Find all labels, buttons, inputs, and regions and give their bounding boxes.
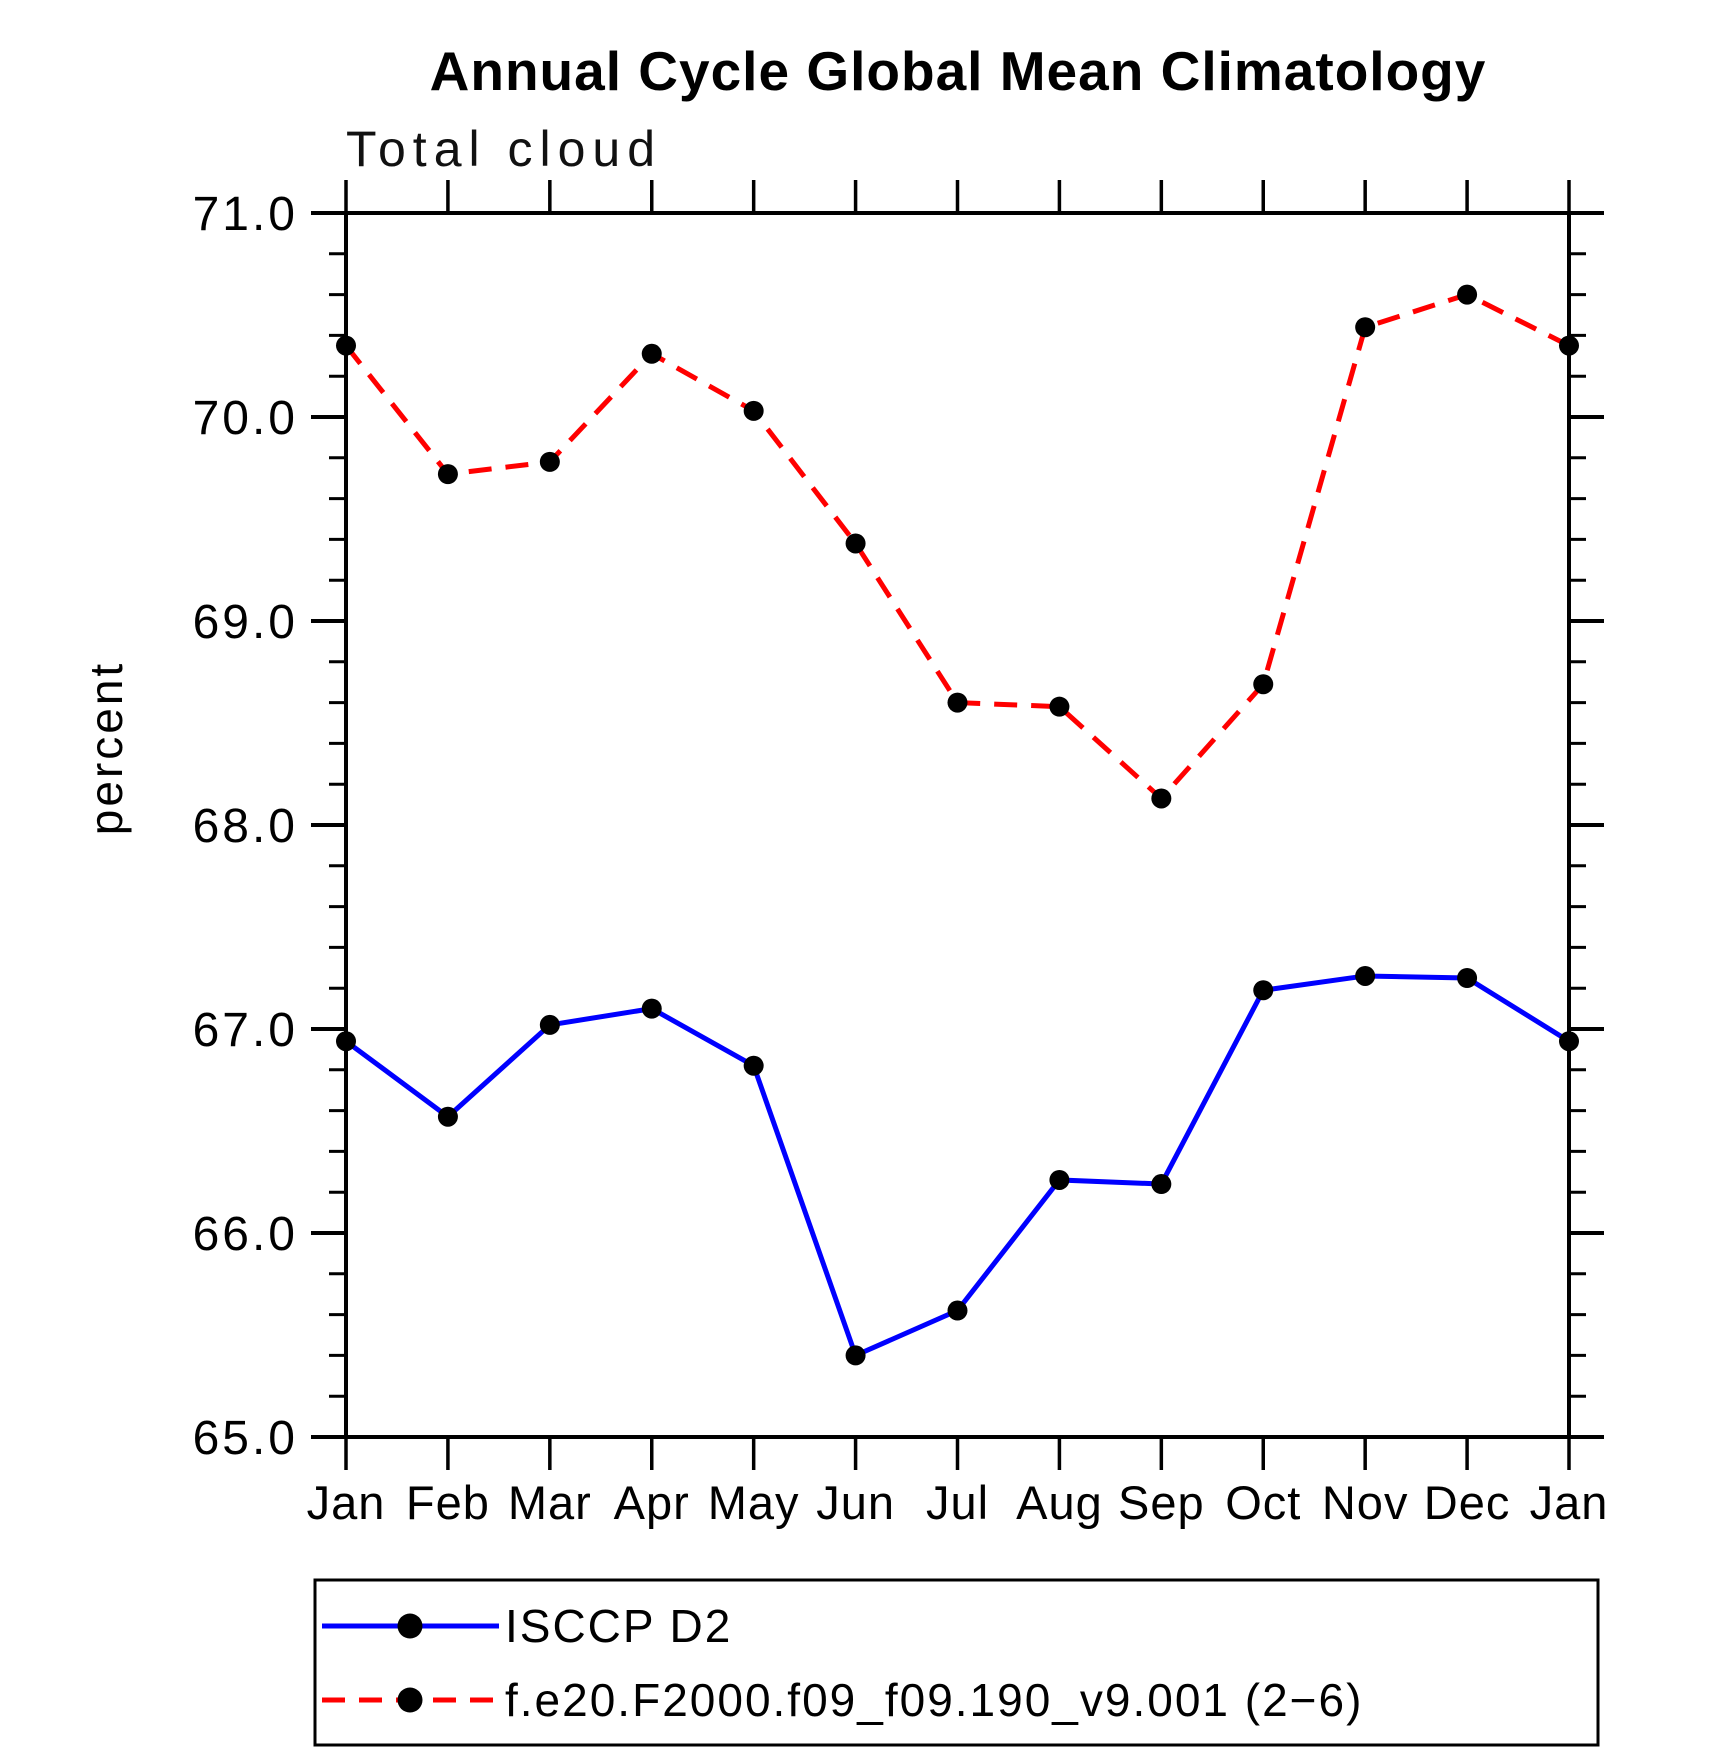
x-tick-label: Dec	[1424, 1476, 1511, 1529]
x-tick-label: Mar	[508, 1476, 592, 1529]
data-point-marker	[641, 998, 662, 1019]
x-tick-label: Oct	[1225, 1476, 1301, 1529]
data-point-marker	[1559, 1031, 1579, 1052]
data-point-marker	[845, 533, 866, 554]
x-tick-label: Nov	[1322, 1476, 1409, 1529]
data-point-marker	[1253, 980, 1274, 1001]
x-tick-label: Jan	[1530, 1476, 1609, 1529]
legend-label: f.e20.F2000.f09_f09.190_v9.001 (2−6)	[505, 1674, 1363, 1726]
data-point-marker	[437, 464, 458, 485]
data-point-marker	[1457, 284, 1478, 305]
y-tick-label: 66.0	[193, 1208, 298, 1261]
y-tick-label: 68.0	[193, 800, 298, 853]
x-tick-label: Jun	[816, 1476, 895, 1529]
data-point-marker	[743, 400, 764, 421]
chart-title: Annual Cycle Global Mean Climatology	[430, 40, 1487, 102]
x-tick-label: May	[708, 1476, 800, 1529]
chart-subtitle: Total cloud	[346, 121, 662, 177]
data-point-marker	[336, 335, 356, 356]
data-point-marker	[1151, 1174, 1172, 1195]
data-point-marker	[1355, 317, 1376, 338]
data-point-marker	[641, 343, 662, 364]
legend-marker	[397, 1613, 423, 1639]
data-series	[336, 284, 1579, 1366]
series-line	[344, 973, 1571, 1359]
data-point-marker	[743, 1055, 764, 1076]
x-tick-label: Sep	[1118, 1476, 1205, 1529]
legend-box	[313, 1578, 1600, 1747]
y-tick-label: 70.0	[193, 392, 298, 445]
data-point-marker	[1559, 335, 1579, 356]
legend-entry: f.e20.F2000.f09_f09.190_v9.001 (2−6)	[322, 1674, 1363, 1726]
series-line	[344, 291, 1571, 803]
y-tick-label: 67.0	[193, 1004, 298, 1057]
x-tick-label: Feb	[406, 1476, 490, 1529]
x-tick-label: Jul	[926, 1476, 989, 1529]
data-point-marker	[539, 451, 560, 472]
y-tick-label: 71.0	[193, 188, 298, 241]
data-point-marker	[1151, 788, 1172, 809]
data-point-marker	[539, 1014, 560, 1035]
series-model	[336, 284, 1579, 809]
x-tick-label: Aug	[1016, 1476, 1103, 1529]
x-tick-label: Apr	[614, 1476, 690, 1529]
data-point-marker	[947, 692, 968, 713]
data-point-marker	[336, 1031, 356, 1052]
data-point-marker	[1457, 968, 1478, 988]
data-point-marker	[947, 1300, 968, 1321]
legend-label: ISCCP D2	[505, 1600, 732, 1652]
data-point-marker	[1049, 696, 1070, 717]
data-point-marker	[845, 1345, 866, 1366]
y-tick-label: 65.0	[193, 1412, 298, 1465]
x-tick-label: Jan	[307, 1476, 386, 1529]
legend-marker	[397, 1687, 423, 1713]
data-point-marker	[1049, 1169, 1070, 1190]
axes: Jan Feb Mar Apr May Jun Jul Aug Sep Oct Nov Dec Jan6…	[193, 180, 1609, 1529]
legend-entry: ISCCP D2	[322, 1600, 732, 1652]
data-point-marker	[437, 1106, 458, 1127]
data-point-marker	[1355, 965, 1376, 986]
series-isccp-d2	[336, 965, 1579, 1366]
y-axis-label: percent	[80, 661, 132, 835]
y-tick-label: 69.0	[193, 596, 298, 649]
legend: ISCCP D2 f.e20.F2000.f09_f09.190_v9.001 (…	[313, 1578, 1600, 1747]
data-point-marker	[1253, 674, 1274, 695]
